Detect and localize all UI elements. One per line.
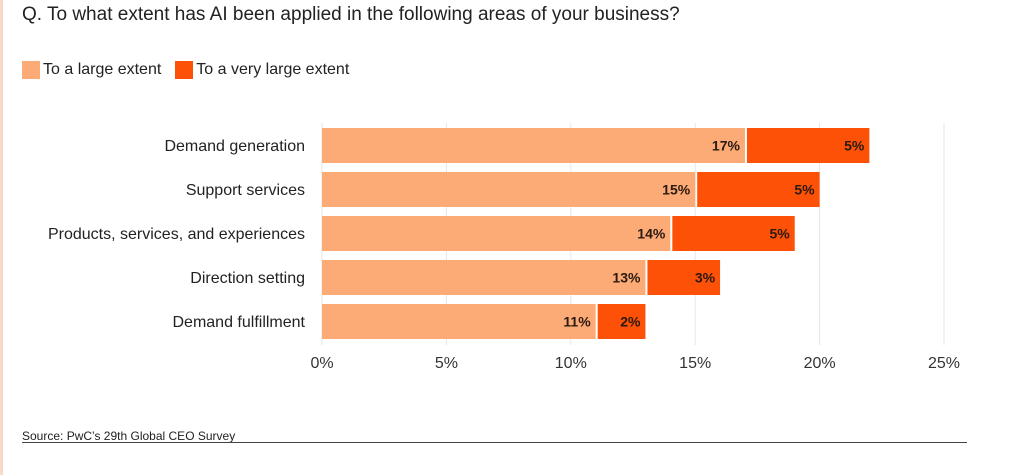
category-label: Products, services, and experiences bbox=[48, 226, 305, 243]
data-label: 11% bbox=[563, 314, 591, 330]
legend-label-very-large: To a very large extent bbox=[196, 61, 350, 78]
bar-segment bbox=[597, 304, 646, 339]
data-label: 14% bbox=[637, 226, 666, 242]
bar-segment bbox=[322, 260, 646, 295]
data-label: 13% bbox=[612, 270, 641, 286]
bar-segment bbox=[322, 172, 696, 207]
data-label: 17% bbox=[712, 138, 741, 154]
legend-label-large: To a large extent bbox=[43, 61, 162, 78]
footer-rule bbox=[22, 442, 967, 443]
x-tick-label: 25% bbox=[928, 355, 960, 372]
chart-title: Q. To what extent has AI been applied in… bbox=[22, 4, 680, 25]
bar-segment bbox=[697, 172, 820, 207]
bar-segment bbox=[746, 128, 870, 163]
left-accent-border bbox=[0, 0, 3, 475]
data-label: 5% bbox=[844, 138, 865, 154]
category-label: Direction setting bbox=[190, 270, 305, 287]
x-tick-label: 0% bbox=[310, 355, 333, 372]
category-label: Support services bbox=[186, 182, 305, 199]
bar-segment bbox=[322, 304, 596, 339]
data-label: 15% bbox=[662, 182, 691, 198]
legend-item-very-large: To a very large extent bbox=[175, 61, 349, 79]
x-tick-label: 5% bbox=[435, 355, 458, 372]
data-label: 3% bbox=[695, 270, 716, 286]
legend-swatch-very-large bbox=[175, 61, 194, 79]
bar-segment bbox=[647, 260, 721, 295]
data-label: 2% bbox=[620, 314, 641, 330]
legend: To a large extent To a very large extent bbox=[22, 61, 349, 79]
bar-segment bbox=[672, 216, 795, 251]
x-tick-label: 20% bbox=[804, 355, 836, 372]
data-label: 5% bbox=[794, 182, 815, 198]
x-tick-label: 10% bbox=[555, 355, 587, 372]
category-label: Demand fulfillment bbox=[173, 314, 306, 331]
x-tick-label: 15% bbox=[679, 355, 711, 372]
category-label: Demand generation bbox=[164, 138, 305, 155]
bar-segment bbox=[322, 128, 745, 163]
bar-segment bbox=[322, 216, 671, 251]
data-label: 5% bbox=[769, 226, 790, 242]
source-note: Source: PwC’s 29th Global CEO Survey bbox=[22, 429, 236, 443]
legend-swatch-large bbox=[22, 61, 40, 79]
legend-item-large: To a large extent bbox=[22, 61, 161, 79]
